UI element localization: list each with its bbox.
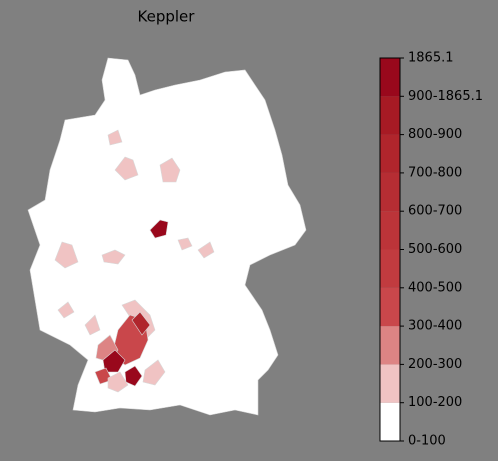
colorbar-label: 700-800 bbox=[408, 165, 462, 180]
colorbar-segment bbox=[380, 326, 400, 365]
region bbox=[159, 157, 181, 183]
region bbox=[131, 311, 151, 336]
colorbar-segment bbox=[380, 172, 400, 212]
colorbar-segment bbox=[380, 364, 400, 403]
colorbar-label: 200-300 bbox=[408, 357, 462, 372]
region bbox=[142, 359, 166, 386]
region bbox=[107, 371, 129, 393]
colorbar-segment bbox=[380, 134, 400, 173]
colorbar-label: 400-500 bbox=[408, 280, 462, 295]
region bbox=[101, 249, 126, 265]
map-title: Keppler bbox=[138, 8, 196, 26]
region bbox=[124, 365, 143, 387]
colorbar-segment bbox=[380, 249, 400, 288]
region bbox=[57, 301, 75, 319]
region bbox=[197, 241, 215, 259]
colorbar-segment bbox=[380, 287, 400, 327]
region bbox=[107, 129, 123, 146]
colorbar-label: 600-700 bbox=[408, 204, 462, 219]
region bbox=[177, 237, 193, 251]
colorbar-label: 500-600 bbox=[408, 242, 462, 257]
colorbar-label: 900-1865.1 bbox=[408, 89, 483, 104]
colorbar-label: 100-200 bbox=[408, 395, 462, 410]
region bbox=[84, 314, 101, 336]
colorbar-segment bbox=[380, 58, 400, 97]
colorbar-label: 800-900 bbox=[408, 127, 462, 142]
region bbox=[54, 241, 79, 269]
colorbar-segment bbox=[380, 402, 400, 441]
germany-map bbox=[27, 57, 307, 416]
colorbar-label: 300-400 bbox=[408, 319, 462, 334]
colorbar-segment bbox=[380, 96, 400, 135]
colorbar-label: 0-100 bbox=[408, 434, 446, 449]
region bbox=[114, 156, 139, 181]
colorbar: 0-100 100-200 200-300 300-400 400-500 500-600… bbox=[379, 51, 483, 449]
region bbox=[149, 219, 169, 239]
colorbar-segment bbox=[380, 211, 400, 250]
colorbar-label: 1865.1 bbox=[408, 51, 454, 66]
